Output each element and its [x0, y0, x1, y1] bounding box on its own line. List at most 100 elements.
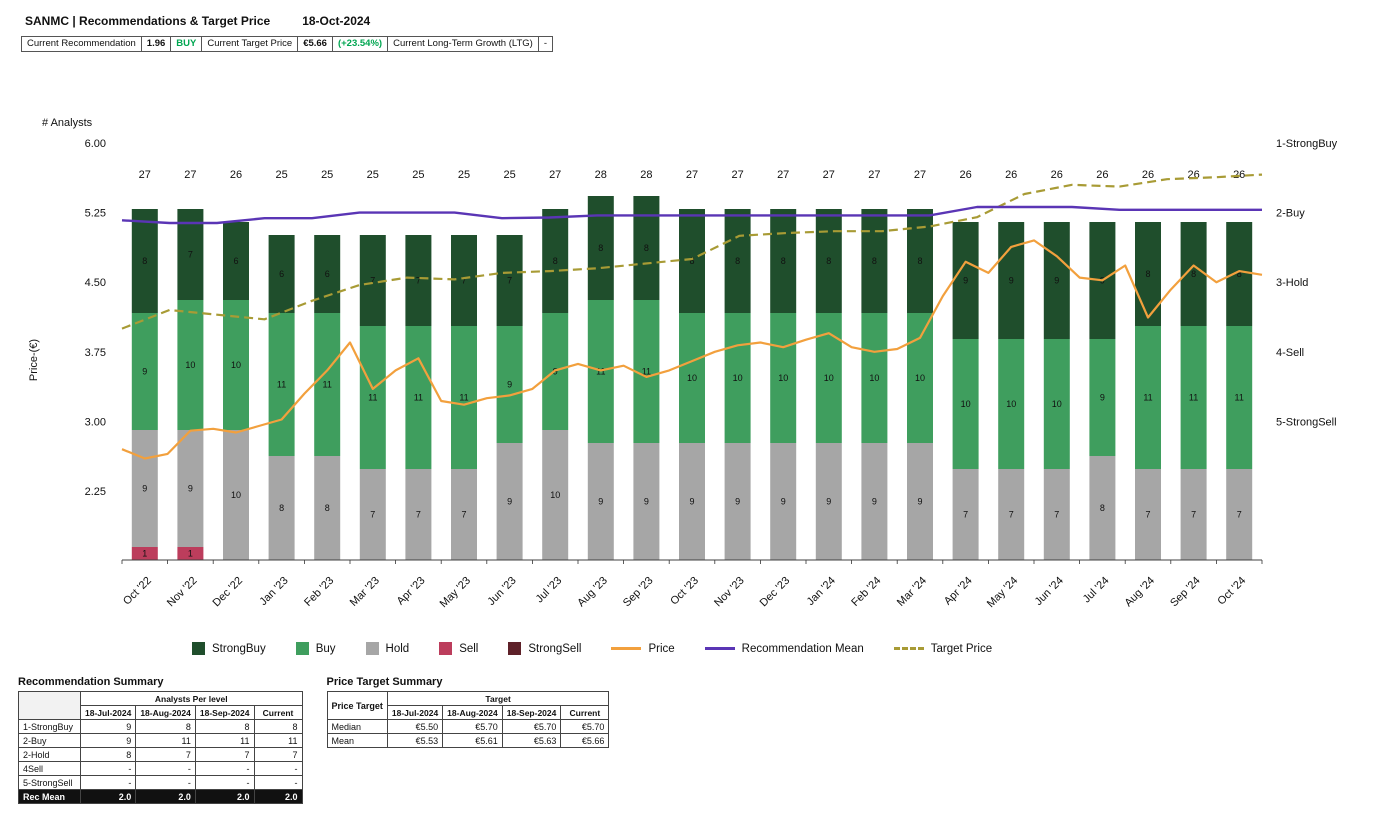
bar-segment-value: 11	[596, 367, 605, 377]
bar-segment-value: 6	[279, 269, 284, 279]
table-cell: 7	[253, 747, 303, 762]
legend-swatch-square	[508, 642, 522, 655]
bar-segment-strongbuy	[770, 209, 797, 313]
bar-segment-value: 9	[1100, 393, 1105, 403]
bar-segment-value: 8	[279, 503, 284, 513]
table-cell: Rec Mean	[18, 789, 81, 804]
bar-segment-value: 11	[414, 393, 423, 403]
current-recommendation-label: Current Recommendation	[21, 36, 142, 52]
x-axis-month-label: Sep '24	[1168, 575, 1203, 610]
table-cell: 11	[253, 733, 303, 748]
analysts-axis-label: # Analysts	[42, 117, 93, 129]
table-cell: 8	[79, 747, 137, 762]
bar-segment-buy	[405, 326, 432, 469]
bar-segment-value: 10	[869, 373, 879, 383]
bar-segment-value: 11	[459, 393, 468, 403]
x-axis-month-label: Jan '24	[805, 575, 838, 608]
bar-total-analysts: 26	[1096, 169, 1108, 181]
rec-summary-row: 2-Hold 8 7 7 7	[18, 747, 303, 762]
bar-segment-hold	[177, 430, 204, 547]
bar-segment-value: 10	[231, 490, 241, 500]
bar-total-analysts: 27	[139, 169, 151, 181]
x-axis-month-label: Feb '24	[849, 575, 883, 609]
bar-segment-buy	[314, 313, 341, 456]
bar-segment-buy	[679, 313, 705, 443]
bar-segment-hold	[268, 456, 295, 560]
bar-segment-buy	[131, 313, 158, 430]
x-axis-month-label: Aug '24	[1122, 575, 1157, 610]
bar-segment-strongbuy	[1226, 222, 1253, 326]
bar-total-analysts: 25	[503, 169, 515, 181]
bar-total-analysts: 26	[1142, 169, 1154, 181]
bar-segment-value: 9	[781, 497, 786, 507]
table-cell: -	[194, 775, 255, 790]
table-header-cell: 18-Sep-2024	[194, 705, 255, 720]
bar-segment-value: 8	[826, 256, 831, 266]
bar-segment-value: 10	[961, 399, 971, 409]
price-target-row: Mean €5.53 €5.61 €5.63 €5.66	[326, 733, 610, 748]
table-cell: -	[135, 775, 196, 790]
bar-segment-strongbuy	[998, 222, 1025, 339]
table-cell: €5.61	[442, 733, 503, 748]
bar-segment-strongbuy	[1135, 222, 1161, 326]
bar-segment-value: 9	[689, 497, 694, 507]
x-axis-month-label: Apr '24	[942, 575, 975, 608]
bar-segment-value: 8	[598, 243, 603, 253]
table-cell: €5.53	[386, 733, 444, 748]
table-cell: 2.0	[253, 789, 303, 804]
bar-segment-strongbuy	[587, 196, 614, 300]
table-cell: -	[79, 775, 137, 790]
bar-segment-hold	[131, 430, 158, 547]
bar-segment-value: 7	[461, 510, 466, 520]
table-cell: -	[79, 761, 137, 776]
bar-total-analysts: 27	[777, 169, 789, 181]
bar-total-analysts: 28	[640, 169, 652, 181]
recommendation-mean-line	[121, 205, 1262, 225]
bar-segment-buy	[587, 300, 614, 443]
bar-total-analysts: 26	[1051, 169, 1063, 181]
bar-segment-strongbuy	[1043, 222, 1070, 339]
bar-total-analysts: 27	[549, 169, 561, 181]
x-axis-month-label: Mar '24	[895, 575, 929, 609]
bar-segment-buy	[496, 326, 523, 443]
table-cell: 9	[79, 733, 137, 748]
bar-segment-value: 10	[185, 360, 195, 370]
bar-segment-value: 8	[872, 256, 877, 266]
table-cell: 2.0	[79, 789, 137, 804]
bar-segment-hold	[405, 469, 432, 560]
left-axis-tick-label: 3.00	[85, 416, 106, 428]
current-target-price-label: Current Target Price	[201, 36, 299, 52]
x-axis-month-label: Mar '23	[348, 575, 382, 609]
bar-segment-hold	[861, 443, 888, 560]
bar-total-analysts: 25	[367, 169, 379, 181]
bar-segment-strongbuy	[405, 235, 432, 326]
bar-total-analysts: 25	[458, 169, 470, 181]
bar-segment-hold	[633, 443, 660, 560]
table-cell: -	[253, 761, 303, 776]
bar-segment-value: 7	[1145, 510, 1150, 520]
bar-segment-strongbuy	[496, 235, 523, 326]
x-axis-month-label: Sep '23	[621, 575, 656, 610]
bar-segment-value: 8	[325, 503, 330, 513]
bar-segment-value: 9	[142, 367, 147, 377]
bar-segment-hold	[815, 443, 842, 560]
bar-segment-value: 6	[325, 269, 330, 279]
recommendations-chart: # Analysts Price-(€) 6.00 5.25 4.50 3.75 3.00 2…	[0, 60, 1380, 640]
x-axis-month-label: Dec '22	[211, 575, 246, 610]
legend-item-sell: Sell	[439, 642, 478, 655]
ltg-value: -	[537, 36, 553, 52]
table-cell: €5.50	[386, 719, 444, 734]
recommendation-summary-title: Recommendation Summary	[18, 676, 164, 688]
right-axis-rating-label: 2-Buy	[1276, 208, 1305, 220]
bar-segment-value: 9	[826, 497, 831, 507]
price-line	[121, 239, 1263, 460]
bar-segment-value: 10	[550, 490, 560, 500]
bar-segment-buy	[952, 339, 979, 469]
bar-total-analysts: 27	[184, 169, 196, 181]
bar-segment-value: 7	[507, 276, 512, 286]
table-cell: 8	[135, 719, 196, 734]
legend-swatch-line	[611, 647, 642, 650]
bar-segment-buy	[1226, 326, 1253, 469]
bar-segment-strongbuy	[314, 235, 341, 313]
x-axis-month-label: Oct '24	[1215, 575, 1248, 608]
